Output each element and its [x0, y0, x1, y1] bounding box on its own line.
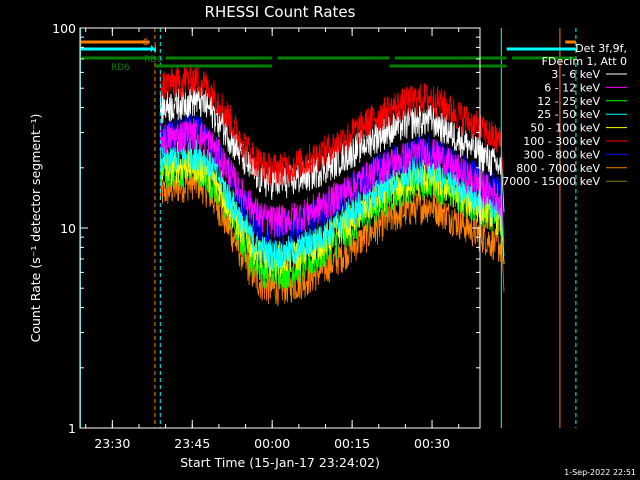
x-tick-label: 00:15: [334, 436, 370, 451]
x-tick-label: 23:45: [174, 436, 210, 451]
y-axis: 1 10 100: [52, 21, 480, 436]
y-axis-label: Count Rate (s⁻¹ detector segment⁻¹): [28, 114, 43, 343]
series-line: [160, 63, 505, 187]
flag-label: RD0: [144, 55, 163, 65]
chart-title: RHESSI Count Rates: [205, 3, 356, 21]
series-layer: [159, 63, 505, 307]
legend-header: Det 3f,9f,: [575, 42, 627, 55]
legend-header: FDecim 1, Att 0: [542, 55, 627, 68]
legend-label: 25 - 50 keV: [537, 108, 600, 121]
legend-label: 800 - 7000 keV: [516, 162, 600, 175]
legend-label: 12 - 25 keV: [537, 95, 600, 108]
x-tick-label: 23:30: [94, 436, 130, 451]
series-line: [159, 137, 505, 272]
y-tick-label: 10: [60, 221, 76, 236]
x-tick-label: 00:30: [414, 436, 450, 451]
legend-label: 50 - 100 keV: [530, 122, 600, 135]
series-line: [159, 148, 505, 278]
x-tick-label: 00:00: [254, 436, 290, 451]
legend-label: 300 - 800 keV: [523, 148, 600, 161]
legend-label: 3 - 6 keV: [551, 68, 600, 81]
flag-label: RD6: [111, 63, 130, 73]
legend-label: 6 - 12 keV: [544, 81, 600, 94]
series-line: [159, 118, 505, 244]
flag-label: S: [143, 38, 149, 48]
footer-date: 1-Sep-2022 22:51: [564, 468, 636, 477]
x-axis-label: Start Time (15-Jan-17 23:24:02): [180, 455, 380, 470]
x-axis: 23:30 23:45 00:00 00:15 00:30: [85, 28, 460, 451]
y-tick-label: 1: [68, 421, 76, 436]
y-tick-label: 100: [52, 21, 76, 36]
legend-label: 100 - 300 keV: [523, 135, 600, 148]
flag-label: N: [150, 45, 157, 55]
legend-label: 7000 - 15000 keV: [502, 175, 600, 188]
